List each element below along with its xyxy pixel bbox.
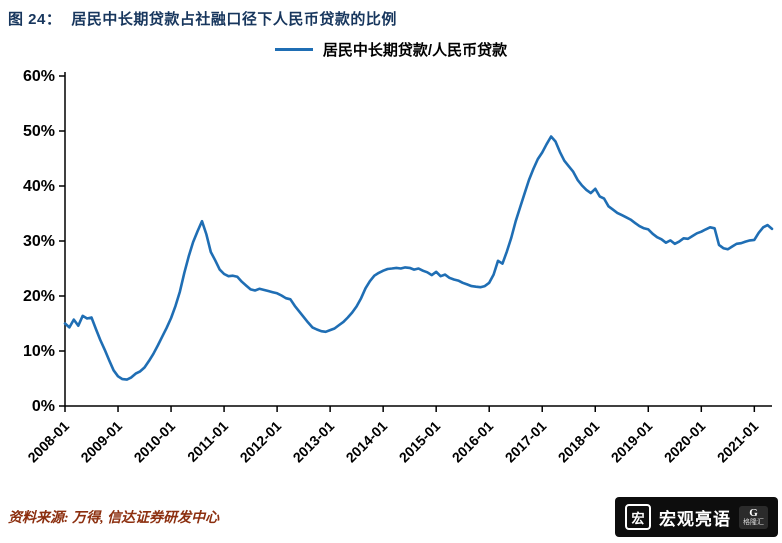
legend-line-swatch xyxy=(274,48,313,51)
x-tick-label: 2017-01 xyxy=(502,418,550,466)
gelonghui-logo: G 格隆汇 xyxy=(739,505,768,529)
watermark-name: 宏观亮语 xyxy=(659,509,731,529)
gelonghui-logo-initial: G xyxy=(749,506,758,519)
wechat-seal-icon: 宏 xyxy=(625,504,651,530)
x-tick-label: 2011-01 xyxy=(184,418,231,465)
y-tick-label: 20% xyxy=(23,288,55,305)
y-tick-label: 60% xyxy=(23,68,55,85)
chart-area: 0% 10% 20% 30% 40% 50% 60% 2008-01 2009-01 2010-0… xyxy=(0,62,782,474)
gelonghui-logo-text: 格隆汇 xyxy=(743,518,764,526)
series-line xyxy=(63,135,774,381)
chart-title: 图 24： 居民中长期贷款占社融口径下人民币贷款的比例 xyxy=(0,0,782,29)
y-tick-label: 50% xyxy=(23,123,55,140)
x-tick-label: 2020-01 xyxy=(661,418,709,466)
x-tick-label: 2012-01 xyxy=(237,418,285,466)
figure-title-text: 居民中长期贷款占社融口径下人民币贷款的比例 xyxy=(71,11,397,28)
x-tick-label: 2019-01 xyxy=(608,418,656,466)
y-tick-label: 40% xyxy=(23,178,55,195)
y-tick-label: 30% xyxy=(23,233,55,250)
x-tick-label: 2008-01 xyxy=(24,418,72,466)
source-note: 资料来源: 万得, 信达证券研发中心 xyxy=(8,511,220,526)
figure-number: 图 24： xyxy=(8,11,62,28)
legend-label: 居民中长期贷款/人民币贷款 xyxy=(322,42,508,59)
x-tick-label: 2021-01 xyxy=(714,418,762,466)
x-tick-label: 2010-01 xyxy=(131,418,179,466)
x-tick-label: 2009-01 xyxy=(77,418,125,466)
y-tick-label: 10% xyxy=(23,343,55,360)
x-tick-label: 2018-01 xyxy=(555,418,603,466)
x-tick-label: 2014-01 xyxy=(343,418,391,466)
watermark-badge: 宏 宏观亮语 G 格隆汇 xyxy=(615,497,778,537)
x-tick-label: 2016-01 xyxy=(449,418,497,466)
footer: 资料来源: 万得, 信达证券研发中心 宏 宏观亮语 G 格隆汇 xyxy=(0,497,782,537)
chart-svg: 0% 10% 20% 30% 40% 50% 60% 2008-01 2009-01 2010-0… xyxy=(23,68,774,466)
legend: 居民中长期贷款/人民币贷款 xyxy=(0,39,782,60)
y-tick-label: 0% xyxy=(32,398,55,415)
x-tick-label: 2013-01 xyxy=(290,418,338,466)
x-tick-label: 2015-01 xyxy=(396,418,444,466)
